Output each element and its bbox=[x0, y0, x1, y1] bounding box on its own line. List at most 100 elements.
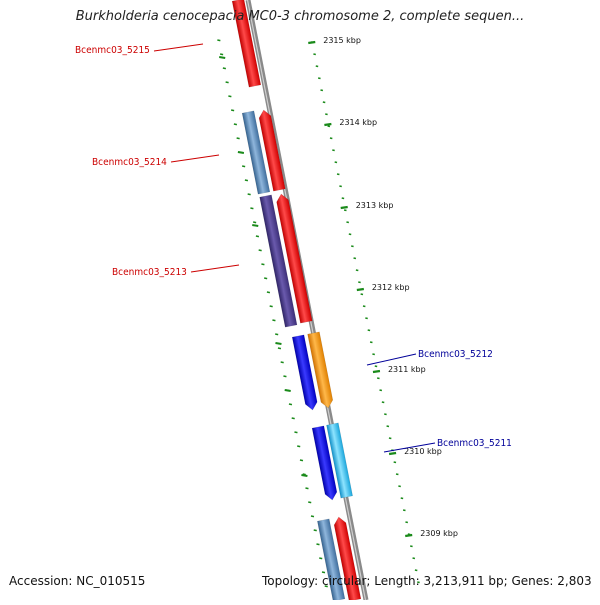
topology-summary: Topology: circular; Length: 3,213,911 bp… bbox=[262, 574, 592, 588]
inner-tick bbox=[305, 487, 309, 490]
gene-feature-5213[interactable] bbox=[275, 193, 313, 324]
inner-tick bbox=[225, 81, 229, 84]
inner-tick-major bbox=[237, 151, 245, 154]
inner-tick-major bbox=[301, 474, 308, 477]
outer-tick bbox=[343, 209, 347, 212]
inner-tick bbox=[247, 193, 251, 196]
inner-tick bbox=[258, 249, 262, 252]
outer-tick bbox=[386, 425, 390, 428]
outer-tick bbox=[332, 149, 335, 152]
gene-feature-5211[interactable] bbox=[326, 422, 353, 499]
outer-tick bbox=[327, 125, 331, 128]
outer-tick bbox=[376, 377, 380, 380]
feature-blue-2[interactable] bbox=[311, 425, 338, 501]
gene-label[interactable]: Bcenmc03_5213 bbox=[112, 267, 187, 278]
gene-feature-5215[interactable] bbox=[231, 0, 262, 88]
major-tick bbox=[324, 122, 332, 127]
outer-tick bbox=[362, 305, 366, 308]
inner-tick bbox=[283, 375, 287, 378]
inner-tick bbox=[313, 529, 317, 532]
feature-blue-1[interactable] bbox=[291, 334, 318, 411]
tick-label: 2312 kbp bbox=[372, 283, 410, 292]
gene-feature-5212[interactable] bbox=[307, 331, 335, 409]
inner-tick bbox=[261, 263, 265, 266]
outer-tick bbox=[325, 113, 328, 116]
major-tick bbox=[405, 533, 413, 538]
gene-label[interactable]: Bcenmc03_5215 bbox=[75, 45, 150, 56]
tick-label: 2313 kbp bbox=[356, 201, 394, 210]
inner-tick bbox=[308, 501, 312, 504]
outer-tick bbox=[355, 269, 359, 272]
outer-tick bbox=[417, 581, 420, 584]
major-tick bbox=[388, 451, 397, 456]
inner-tick bbox=[324, 585, 328, 588]
inner-tick bbox=[219, 53, 224, 56]
outer-tick bbox=[412, 557, 416, 560]
gene-callout-line bbox=[153, 43, 204, 52]
gene-feature-5214[interactable] bbox=[258, 109, 286, 192]
outer-tick bbox=[320, 89, 324, 92]
feature-steelblue-2[interactable] bbox=[317, 518, 346, 602]
outer-tick bbox=[369, 341, 373, 344]
outer-tick bbox=[351, 245, 354, 248]
outer-tick bbox=[360, 293, 364, 296]
outer-tick bbox=[381, 401, 385, 404]
inner-tick-track bbox=[217, 39, 328, 588]
outer-tick bbox=[322, 101, 326, 104]
tick-label: 2314 kbp bbox=[339, 118, 377, 127]
inner-tick-major bbox=[252, 224, 259, 227]
outer-tick bbox=[334, 161, 338, 164]
outer-tick bbox=[395, 473, 399, 476]
outer-tick bbox=[402, 509, 406, 512]
inner-tick bbox=[269, 305, 273, 308]
major-tick bbox=[340, 205, 348, 210]
feature-red-bottom[interactable] bbox=[333, 516, 362, 602]
gene-label[interactable]: Bcenmc03_5214 bbox=[92, 157, 167, 168]
outer-tick bbox=[348, 233, 352, 236]
outer-tick bbox=[329, 137, 333, 140]
outer-tick bbox=[353, 257, 357, 260]
gene-feature-5213-purple[interactable] bbox=[259, 194, 298, 328]
inner-tick bbox=[241, 165, 246, 168]
inner-tick bbox=[288, 403, 293, 406]
outer-tick bbox=[388, 437, 392, 440]
outer-tick bbox=[384, 413, 387, 416]
outer-tick bbox=[317, 77, 321, 80]
inner-tick bbox=[255, 235, 260, 238]
gene-label[interactable]: Bcenmc03_5211 bbox=[437, 438, 512, 449]
outer-tick bbox=[400, 497, 404, 500]
inner-tick-major bbox=[275, 342, 282, 345]
inner-tick bbox=[299, 459, 304, 462]
inner-tick bbox=[302, 473, 306, 476]
outer-tick bbox=[341, 197, 345, 200]
outer-tick bbox=[410, 545, 413, 548]
tick-label: 2311 kbp bbox=[388, 365, 426, 374]
inner-tick bbox=[250, 207, 254, 210]
inner-tick bbox=[277, 347, 282, 350]
inner-tick bbox=[264, 277, 268, 280]
inner-tick bbox=[228, 95, 232, 98]
gene-callout-line bbox=[190, 264, 240, 273]
inner-tick bbox=[230, 109, 235, 112]
inner-tick bbox=[275, 333, 279, 336]
inner-tick bbox=[244, 179, 249, 182]
inner-tick bbox=[319, 557, 323, 560]
major-tick bbox=[372, 369, 381, 374]
gene-label[interactable]: Bcenmc03_5212 bbox=[418, 349, 493, 360]
outer-tick bbox=[398, 485, 401, 488]
outer-tick bbox=[414, 569, 418, 572]
outer-tick bbox=[346, 221, 350, 224]
inner-tick bbox=[297, 445, 301, 448]
inner-tick-major bbox=[284, 389, 291, 392]
inner-tick bbox=[321, 571, 326, 574]
tick-label: 2310 kbp bbox=[404, 447, 442, 456]
inner-tick-major bbox=[219, 56, 226, 59]
gene-callout-line bbox=[366, 353, 417, 366]
outer-tick bbox=[367, 329, 371, 332]
inner-tick bbox=[310, 515, 315, 518]
major-tick bbox=[308, 40, 316, 45]
outer-tick bbox=[336, 173, 340, 176]
feature-steelblue[interactable] bbox=[241, 110, 271, 195]
